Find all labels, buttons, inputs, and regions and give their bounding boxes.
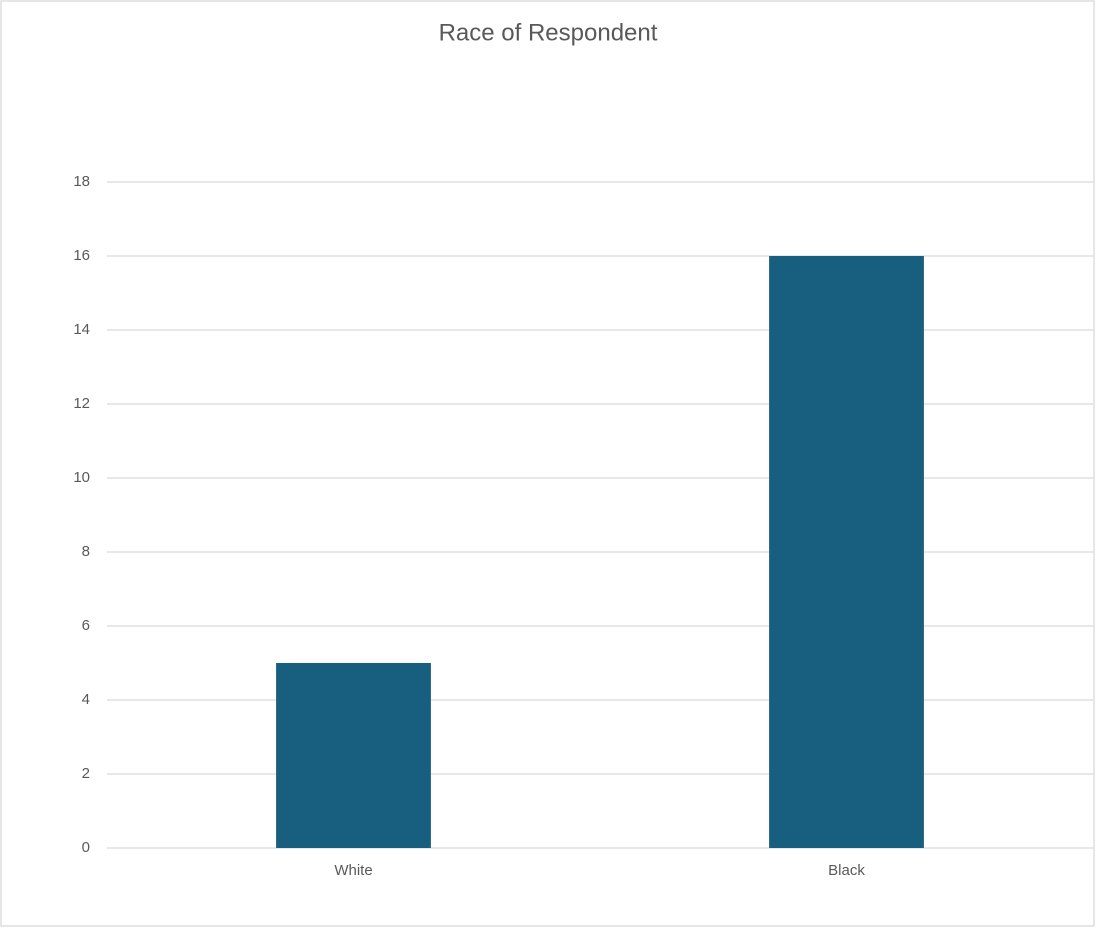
chart-title: Race of Respondent	[439, 19, 658, 46]
y-tick-label: 8	[82, 543, 90, 560]
y-tick-label: 2	[82, 765, 90, 782]
bar	[276, 663, 431, 848]
y-tick-label: 10	[73, 469, 90, 486]
y-tick-label: 16	[73, 247, 90, 264]
y-tick-label: 4	[82, 691, 90, 708]
x-tick-label: White	[334, 862, 372, 879]
y-tick-label: 6	[82, 617, 90, 634]
y-tick-label: 0	[82, 839, 90, 856]
y-tick-label: 12	[73, 395, 90, 412]
bar	[769, 256, 924, 848]
x-tick-label: Black	[828, 862, 865, 879]
y-tick-label: 14	[73, 321, 90, 338]
y-tick-label: 18	[73, 173, 90, 190]
